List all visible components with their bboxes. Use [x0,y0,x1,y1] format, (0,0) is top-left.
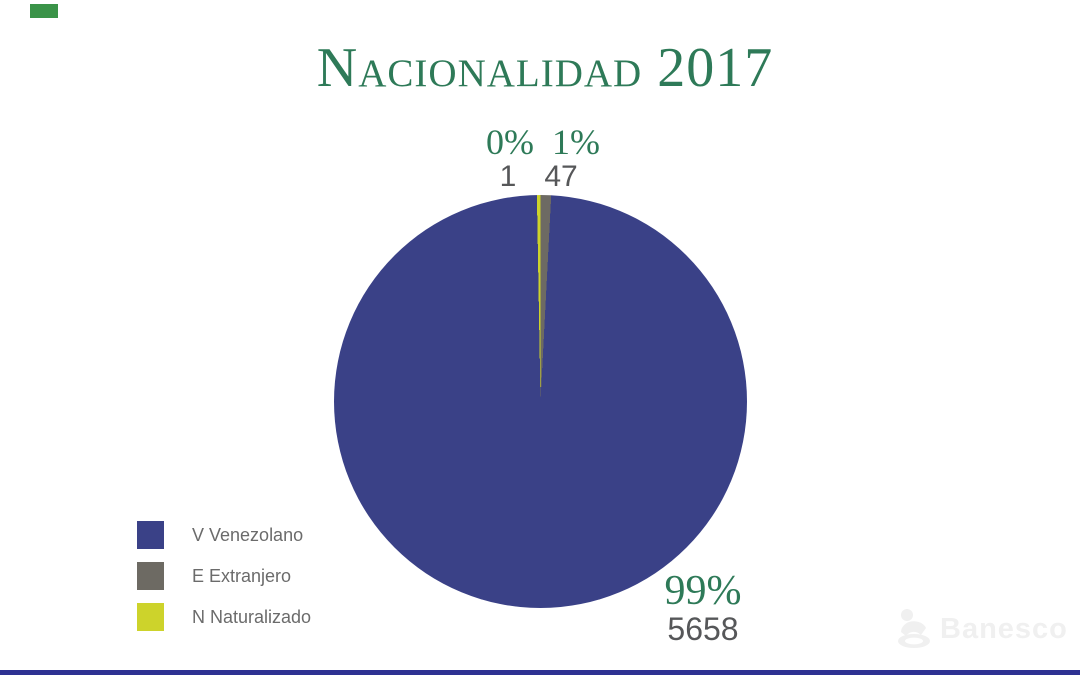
legend-item-extranjero: E Extranjero [137,562,311,590]
chart-title: Nacionalidad 2017 [316,37,774,99]
legend-item-naturalizado: N Naturalizado [137,603,311,631]
legend-swatch-extranjero-icon [137,562,164,590]
callout-percent-venezolano: 99% [664,568,742,614]
legend: V Venezolano E Extranjero N Naturalizado [137,521,311,631]
legend-label-extranjero: E Extranjero [192,565,292,586]
callout-percent-extranjero: 1% [552,122,600,162]
callout-count-extranjero: 47 [544,160,578,193]
banesco-wordmark: Banesco [940,612,1068,645]
legend-label-naturalizado: N Naturalizado [192,606,312,627]
banesco-watermark: Banesco [895,608,1068,650]
legend-swatch-venezolano-icon [137,521,164,549]
callout-count-naturalizado: 1 [499,160,517,193]
pie-chart [334,195,747,608]
top-left-accent-rect [30,4,58,18]
banesco-logo-icon [898,609,930,648]
legend-item-venezolano: V Venezolano [137,521,311,549]
legend-swatch-naturalizado-icon [137,603,164,631]
bottom-accent-bar [0,670,1080,675]
legend-label-venezolano: V Venezolano [192,524,304,545]
callout-percent-naturalizado: 0% [486,122,534,162]
callout-count-venezolano: 5658 [667,611,739,647]
